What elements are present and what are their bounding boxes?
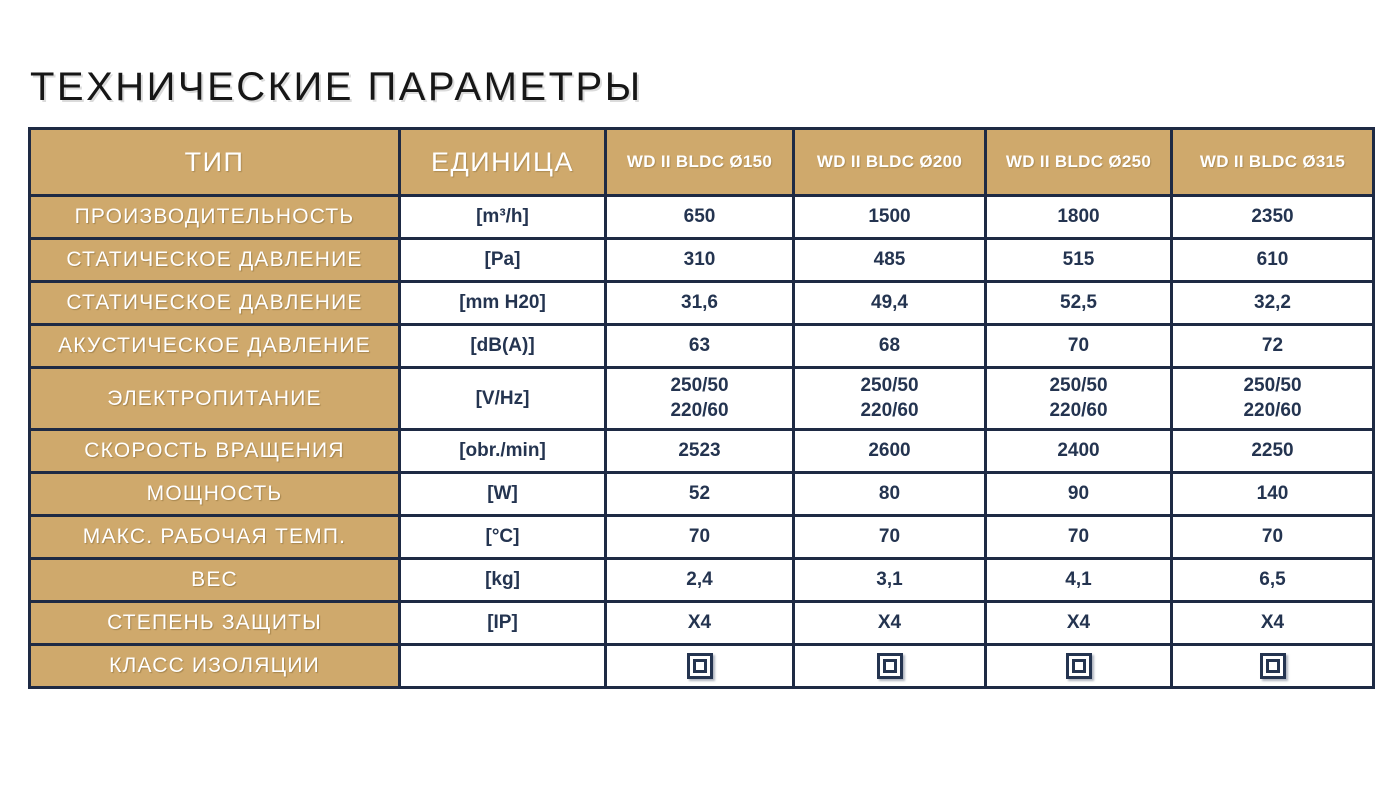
row-label: МОЩНОСТЬ — [28, 471, 401, 517]
value-cell: 310 — [604, 237, 795, 283]
column-header-model-150: WD II BLDC Ø150 — [604, 127, 795, 197]
tech-params-table: ТИП ЕДИНИЦА WD II BLDC Ø150 WD II BLDC Ø200… — [28, 127, 1375, 689]
value-cell: 70 — [984, 323, 1173, 369]
class-ii-insulation-icon — [1259, 653, 1286, 679]
unit-cell: [W] — [398, 471, 607, 517]
value-cell: 80 — [792, 471, 987, 517]
table-row: АКУСТИЧЕСКОЕ ДАВЛЕНИЕ [dB(A)] 63 68 70 72 — [28, 323, 1375, 369]
value-cell: 31,6 — [604, 280, 795, 326]
insulation-class-cell — [792, 643, 987, 689]
value-cell: 52,5 — [984, 280, 1173, 326]
value-cell: X4 — [604, 600, 795, 646]
value-cell: 32,2 — [1170, 280, 1375, 326]
unit-cell: [V/Hz] — [398, 366, 607, 431]
page-title: ТЕХНИЧЕСКИЕ ПАРАМЕТРЫ — [30, 65, 643, 109]
value-cell: X4 — [792, 600, 987, 646]
table-row: СТАТИЧЕСКОЕ ДАВЛЕНИЕ [mm H20] 31,6 49,4 52,5… — [28, 280, 1375, 326]
value-cell: 2,4 — [604, 557, 795, 603]
value-cell: 250/50 220/60 — [792, 366, 987, 431]
datasheet-page: ТЕХНИЧЕСКИЕ ПАРАМЕТРЫ ТИП ЕДИНИЦА WD II BL… — [28, 65, 1375, 689]
row-label: СТАТИЧЕСКОЕ ДАВЛЕНИЕ — [28, 237, 401, 283]
table-row: МОЩНОСТЬ [W] 52 80 90 140 — [28, 471, 1375, 517]
insulation-class-cell — [984, 643, 1173, 689]
table-header-row: ТИП ЕДИНИЦА WD II BLDC Ø150 WD II BLDC Ø200… — [28, 127, 1375, 197]
class-ii-insulation-icon — [1065, 653, 1092, 679]
inner-square — [1071, 659, 1086, 673]
table-row: ЭЛЕКТРОПИТАНИЕ [V/Hz] 250/50 220/60 250/50 … — [28, 366, 1375, 431]
value-cell: 6,5 — [1170, 557, 1375, 603]
value-cell: X4 — [984, 600, 1173, 646]
unit-cell: [kg] — [398, 557, 607, 603]
value-cell: 2600 — [792, 428, 987, 474]
value-cell: 90 — [984, 471, 1173, 517]
unit-cell: [dB(A)] — [398, 323, 607, 369]
value-cell: 70 — [984, 514, 1173, 560]
column-header-model-200: WD II BLDC Ø200 — [792, 127, 987, 197]
table-row: КЛАСС ИЗОЛЯЦИИ — [28, 643, 1375, 689]
unit-cell: [mm H20] — [398, 280, 607, 326]
value-cell: 70 — [792, 514, 987, 560]
unit-cell: [m³/h] — [398, 194, 607, 240]
value-cell: 68 — [792, 323, 987, 369]
table-row: СТЕПЕНЬ ЗАЩИТЫ [IP] X4 X4 X4 X4 — [28, 600, 1375, 646]
value-cell: 250/50 220/60 — [604, 366, 795, 431]
table-row: СКОРОСТЬ ВРАЩЕНИЯ [obr./min] 2523 2600 2400 2… — [28, 428, 1375, 474]
inner-square — [1265, 659, 1280, 673]
row-label: СКОРОСТЬ ВРАЩЕНИЯ — [28, 428, 401, 474]
value-cell: 2523 — [604, 428, 795, 474]
row-label: СТАТИЧЕСКОЕ ДАВЛЕНИЕ — [28, 280, 401, 326]
unit-cell: [Pa] — [398, 237, 607, 283]
row-label: КЛАСС ИЗОЛЯЦИИ — [28, 643, 401, 689]
value-cell: 72 — [1170, 323, 1375, 369]
value-cell: 485 — [792, 237, 987, 283]
class-ii-insulation-icon — [686, 653, 713, 679]
unit-cell — [398, 643, 607, 689]
column-header-model-315: WD II BLDC Ø315 — [1170, 127, 1375, 197]
column-header-unit: ЕДИНИЦА — [398, 127, 607, 197]
row-label: ВЕС — [28, 557, 401, 603]
inner-square — [882, 659, 897, 673]
value-cell: 515 — [984, 237, 1173, 283]
inner-square — [692, 659, 707, 673]
value-cell: 1500 — [792, 194, 987, 240]
row-label: МАКС. РАБОЧАЯ ТЕМП. — [28, 514, 401, 560]
row-label: ПРОИЗВОДИТЕЛЬНОСТЬ — [28, 194, 401, 240]
value-cell: 2250 — [1170, 428, 1375, 474]
value-cell: 49,4 — [792, 280, 987, 326]
insulation-class-cell — [604, 643, 795, 689]
value-cell: 250/50 220/60 — [984, 366, 1173, 431]
column-header-model-250: WD II BLDC Ø250 — [984, 127, 1173, 197]
insulation-class-cell — [1170, 643, 1375, 689]
value-cell: 1800 — [984, 194, 1173, 240]
row-label: СТЕПЕНЬ ЗАЩИТЫ — [28, 600, 401, 646]
value-cell: X4 — [1170, 600, 1375, 646]
value-cell: 63 — [604, 323, 795, 369]
row-label: АКУСТИЧЕСКОЕ ДАВЛЕНИЕ — [28, 323, 401, 369]
value-cell: 2350 — [1170, 194, 1375, 240]
column-header-type: ТИП — [28, 127, 401, 197]
table-row: ПРОИЗВОДИТЕЛЬНОСТЬ [m³/h] 650 1500 1800 2350 — [28, 194, 1375, 240]
row-label: ЭЛЕКТРОПИТАНИЕ — [28, 366, 401, 431]
unit-cell: [obr./min] — [398, 428, 607, 474]
class-ii-insulation-icon — [876, 653, 903, 679]
value-cell: 2400 — [984, 428, 1173, 474]
value-cell: 70 — [1170, 514, 1375, 560]
value-cell: 650 — [604, 194, 795, 240]
unit-cell: [°C] — [398, 514, 607, 560]
table-row: МАКС. РАБОЧАЯ ТЕМП. [°C] 70 70 70 70 — [28, 514, 1375, 560]
table-row: ВЕС [kg] 2,4 3,1 4,1 6,5 — [28, 557, 1375, 603]
table-row: СТАТИЧЕСКОЕ ДАВЛЕНИЕ [Pa] 310 485 515 610 — [28, 237, 1375, 283]
value-cell: 4,1 — [984, 557, 1173, 603]
unit-cell: [IP] — [398, 600, 607, 646]
value-cell: 52 — [604, 471, 795, 517]
value-cell: 610 — [1170, 237, 1375, 283]
value-cell: 250/50 220/60 — [1170, 366, 1375, 431]
value-cell: 70 — [604, 514, 795, 560]
value-cell: 140 — [1170, 471, 1375, 517]
value-cell: 3,1 — [792, 557, 987, 603]
